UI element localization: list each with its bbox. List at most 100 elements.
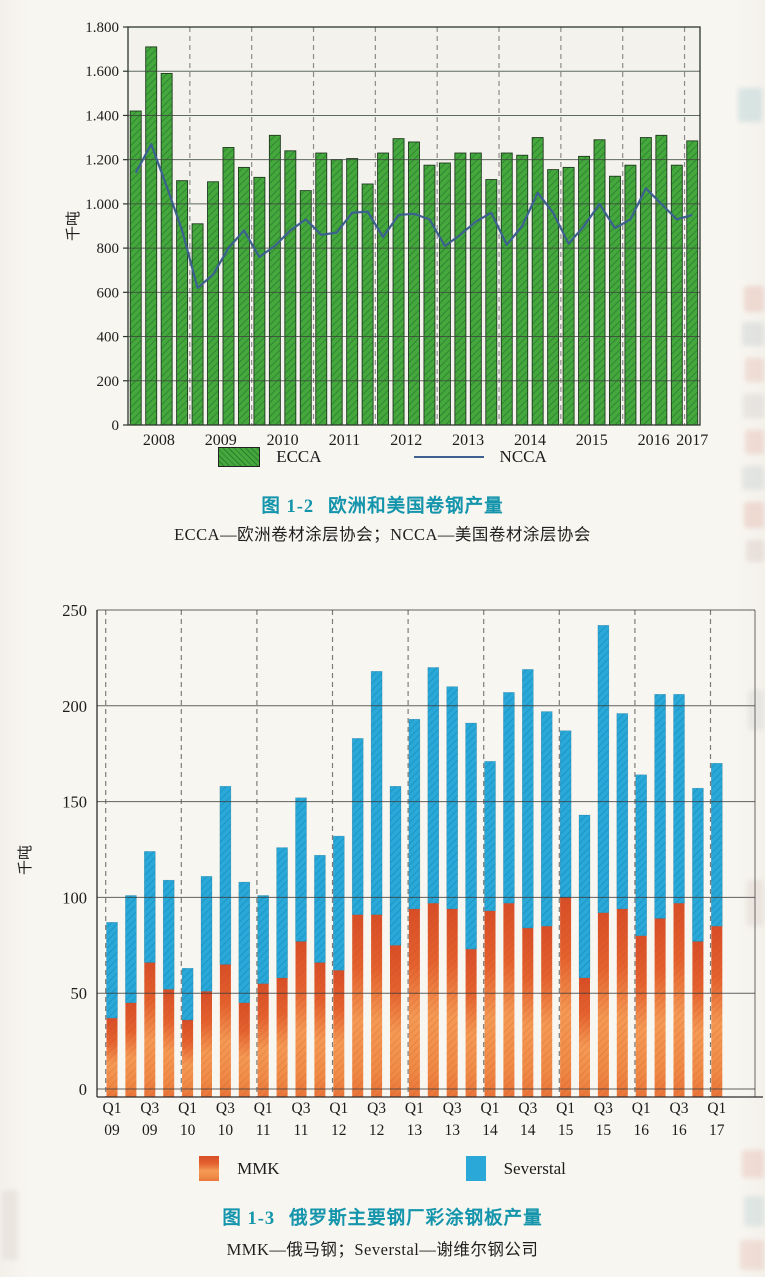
chart1-year-label: 2015 <box>576 432 608 445</box>
mmk-bar-hatch <box>560 897 572 1097</box>
mmk-bar-hatch <box>673 903 685 1097</box>
chart2-ytick: 100 <box>62 888 87 907</box>
mmk-bar-hatch <box>427 903 439 1097</box>
chart1-year-label: 2009 <box>205 432 237 445</box>
chart1-ytick: 1.000 <box>85 197 119 213</box>
ecca-bar <box>639 137 652 426</box>
ecca-bar <box>191 223 204 426</box>
severstal-bar-segment <box>446 686 458 910</box>
severstal-bar-segment <box>578 814 591 979</box>
chart1-ytick: 0 <box>112 418 120 434</box>
mmk-bar-hatch <box>408 908 420 1097</box>
severstal-bar-segment <box>654 694 666 919</box>
figure-1-2-title: 欧洲和美国卷钢产量 <box>328 497 504 517</box>
chart2-ytick: 250 <box>62 601 87 620</box>
mmk-bar-hatch <box>522 928 534 1097</box>
ecca-bar <box>562 166 575 426</box>
severstal-bar-segment <box>238 881 251 1004</box>
chart2-xtick: Q3 15 <box>594 1100 613 1139</box>
chart2-xtick: Q1 15 <box>556 1100 575 1139</box>
ecca-bar <box>578 155 591 426</box>
ecca-bar <box>160 72 173 426</box>
chart1-year-label: 2012 <box>390 432 422 445</box>
mmk-bar-hatch <box>371 914 383 1097</box>
mmk-bar-hatch <box>597 912 609 1097</box>
mmk-bar-hatch <box>106 1018 118 1097</box>
chart2-ytick: 0 <box>79 1080 87 1099</box>
chart2-xtick: Q3 09 <box>140 1100 159 1139</box>
mmk-bar-hatch <box>654 918 666 1097</box>
chart2-ytick: 150 <box>62 793 87 812</box>
severstal-bar-segment <box>503 692 515 904</box>
chart2-xtick: Q1 09 <box>103 1100 122 1139</box>
figure-1-3-note: MMK—俄马钢；Severstal—谢维尔钢公司 <box>226 1240 539 1259</box>
chart1-ytick: 1.400 <box>85 108 119 124</box>
chart1-ytick: 1.200 <box>85 153 119 169</box>
chart1-legend: ECCA NCCA <box>0 447 765 467</box>
chart2-xtick: Q1 13 <box>405 1100 424 1139</box>
ecca-bar <box>346 158 359 426</box>
stacked-bars <box>106 625 723 1097</box>
chart1-year-label: 2014 <box>514 432 546 445</box>
figure-1-2-note: ECCA—欧洲卷材涂层协会；NCCA—美国卷材涂层协会 <box>174 525 591 544</box>
severstal-bar-segment <box>200 876 213 992</box>
ecca-bar <box>438 162 451 426</box>
mmk-bar-hatch <box>257 983 269 1097</box>
severstal-bar-segment <box>314 854 326 963</box>
severstal-bar-segment <box>522 669 534 929</box>
chart2-xtick: Q3 12 <box>367 1100 386 1139</box>
ecca-bar <box>593 139 606 426</box>
mmk-legend-label: MMK <box>237 1158 280 1178</box>
ecca-bar <box>609 175 621 426</box>
mmk-bar-hatch <box>446 908 458 1097</box>
chart1-ytick: 1.800 <box>85 20 119 36</box>
severstal-bar-segment <box>673 694 685 904</box>
ecca-bar <box>315 152 328 426</box>
chart1-year-label: 2013 <box>452 432 484 445</box>
severstal-bar-segment <box>333 835 345 971</box>
ncca-legend-line <box>413 456 484 458</box>
severstal-bar-segment <box>125 895 137 1004</box>
ecca-bar <box>253 176 266 426</box>
ecca-bar <box>454 152 467 426</box>
severstal-bar-segment <box>106 922 118 1019</box>
chart2-xtick: Q1 12 <box>329 1100 348 1139</box>
ecca-bar <box>469 152 482 426</box>
mmk-bar-hatch <box>163 989 175 1097</box>
mmk-bar-hatch <box>276 977 288 1097</box>
chart2-ylabel: 千吨 <box>17 845 34 875</box>
ncca-legend-label: NCCA <box>499 447 547 466</box>
ecca-bar <box>485 179 498 426</box>
severstal-bar-segment <box>465 722 477 950</box>
mmk-bar-hatch <box>238 1002 250 1097</box>
chart1-ytick: 400 <box>97 330 120 346</box>
severstal-bar-segment <box>276 847 288 979</box>
mmk-bar-hatch <box>579 977 590 1097</box>
figure-1-3-caption: 图 1-3 俄罗斯主要钢厂彩涂钢板产量 <box>0 1204 765 1230</box>
bleed-through-artifact <box>742 466 764 490</box>
severstal-bar-segment <box>616 713 629 910</box>
ecca-legend-swatch <box>218 447 261 467</box>
figure-1-2-number: 图 1-2 <box>261 497 315 517</box>
chart1-year-label: 2016 <box>638 432 670 445</box>
severstal-bar-segment <box>257 895 269 984</box>
severstal-bar-segment <box>408 718 421 910</box>
ncca-line <box>134 143 693 290</box>
mmk-bar-hatch <box>465 949 477 1097</box>
ecca-bar <box>129 110 142 426</box>
ecca-bar <box>516 154 529 426</box>
ecca-bar <box>207 181 219 426</box>
severstal-bar-segment <box>559 730 572 898</box>
mmk-bar-hatch <box>295 941 307 1097</box>
ecca-bar <box>655 134 668 426</box>
severstal-bar-segment <box>389 786 402 946</box>
severstal-bar-segment <box>144 851 156 963</box>
severstal-bar-segment <box>181 968 194 1021</box>
severstal-bar-segment <box>219 786 232 965</box>
chart1-year-label: 2017 <box>676 432 708 445</box>
chart1-ylabel: 千吨 <box>65 211 82 241</box>
severstal-legend-swatch <box>465 1156 486 1181</box>
mmk-bar-hatch <box>333 970 345 1097</box>
mmk-legend-swatch <box>199 1156 220 1181</box>
